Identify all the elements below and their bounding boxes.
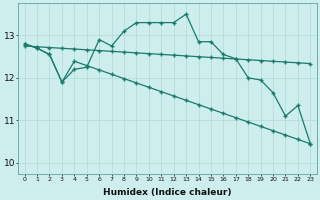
X-axis label: Humidex (Indice chaleur): Humidex (Indice chaleur) — [103, 188, 232, 197]
